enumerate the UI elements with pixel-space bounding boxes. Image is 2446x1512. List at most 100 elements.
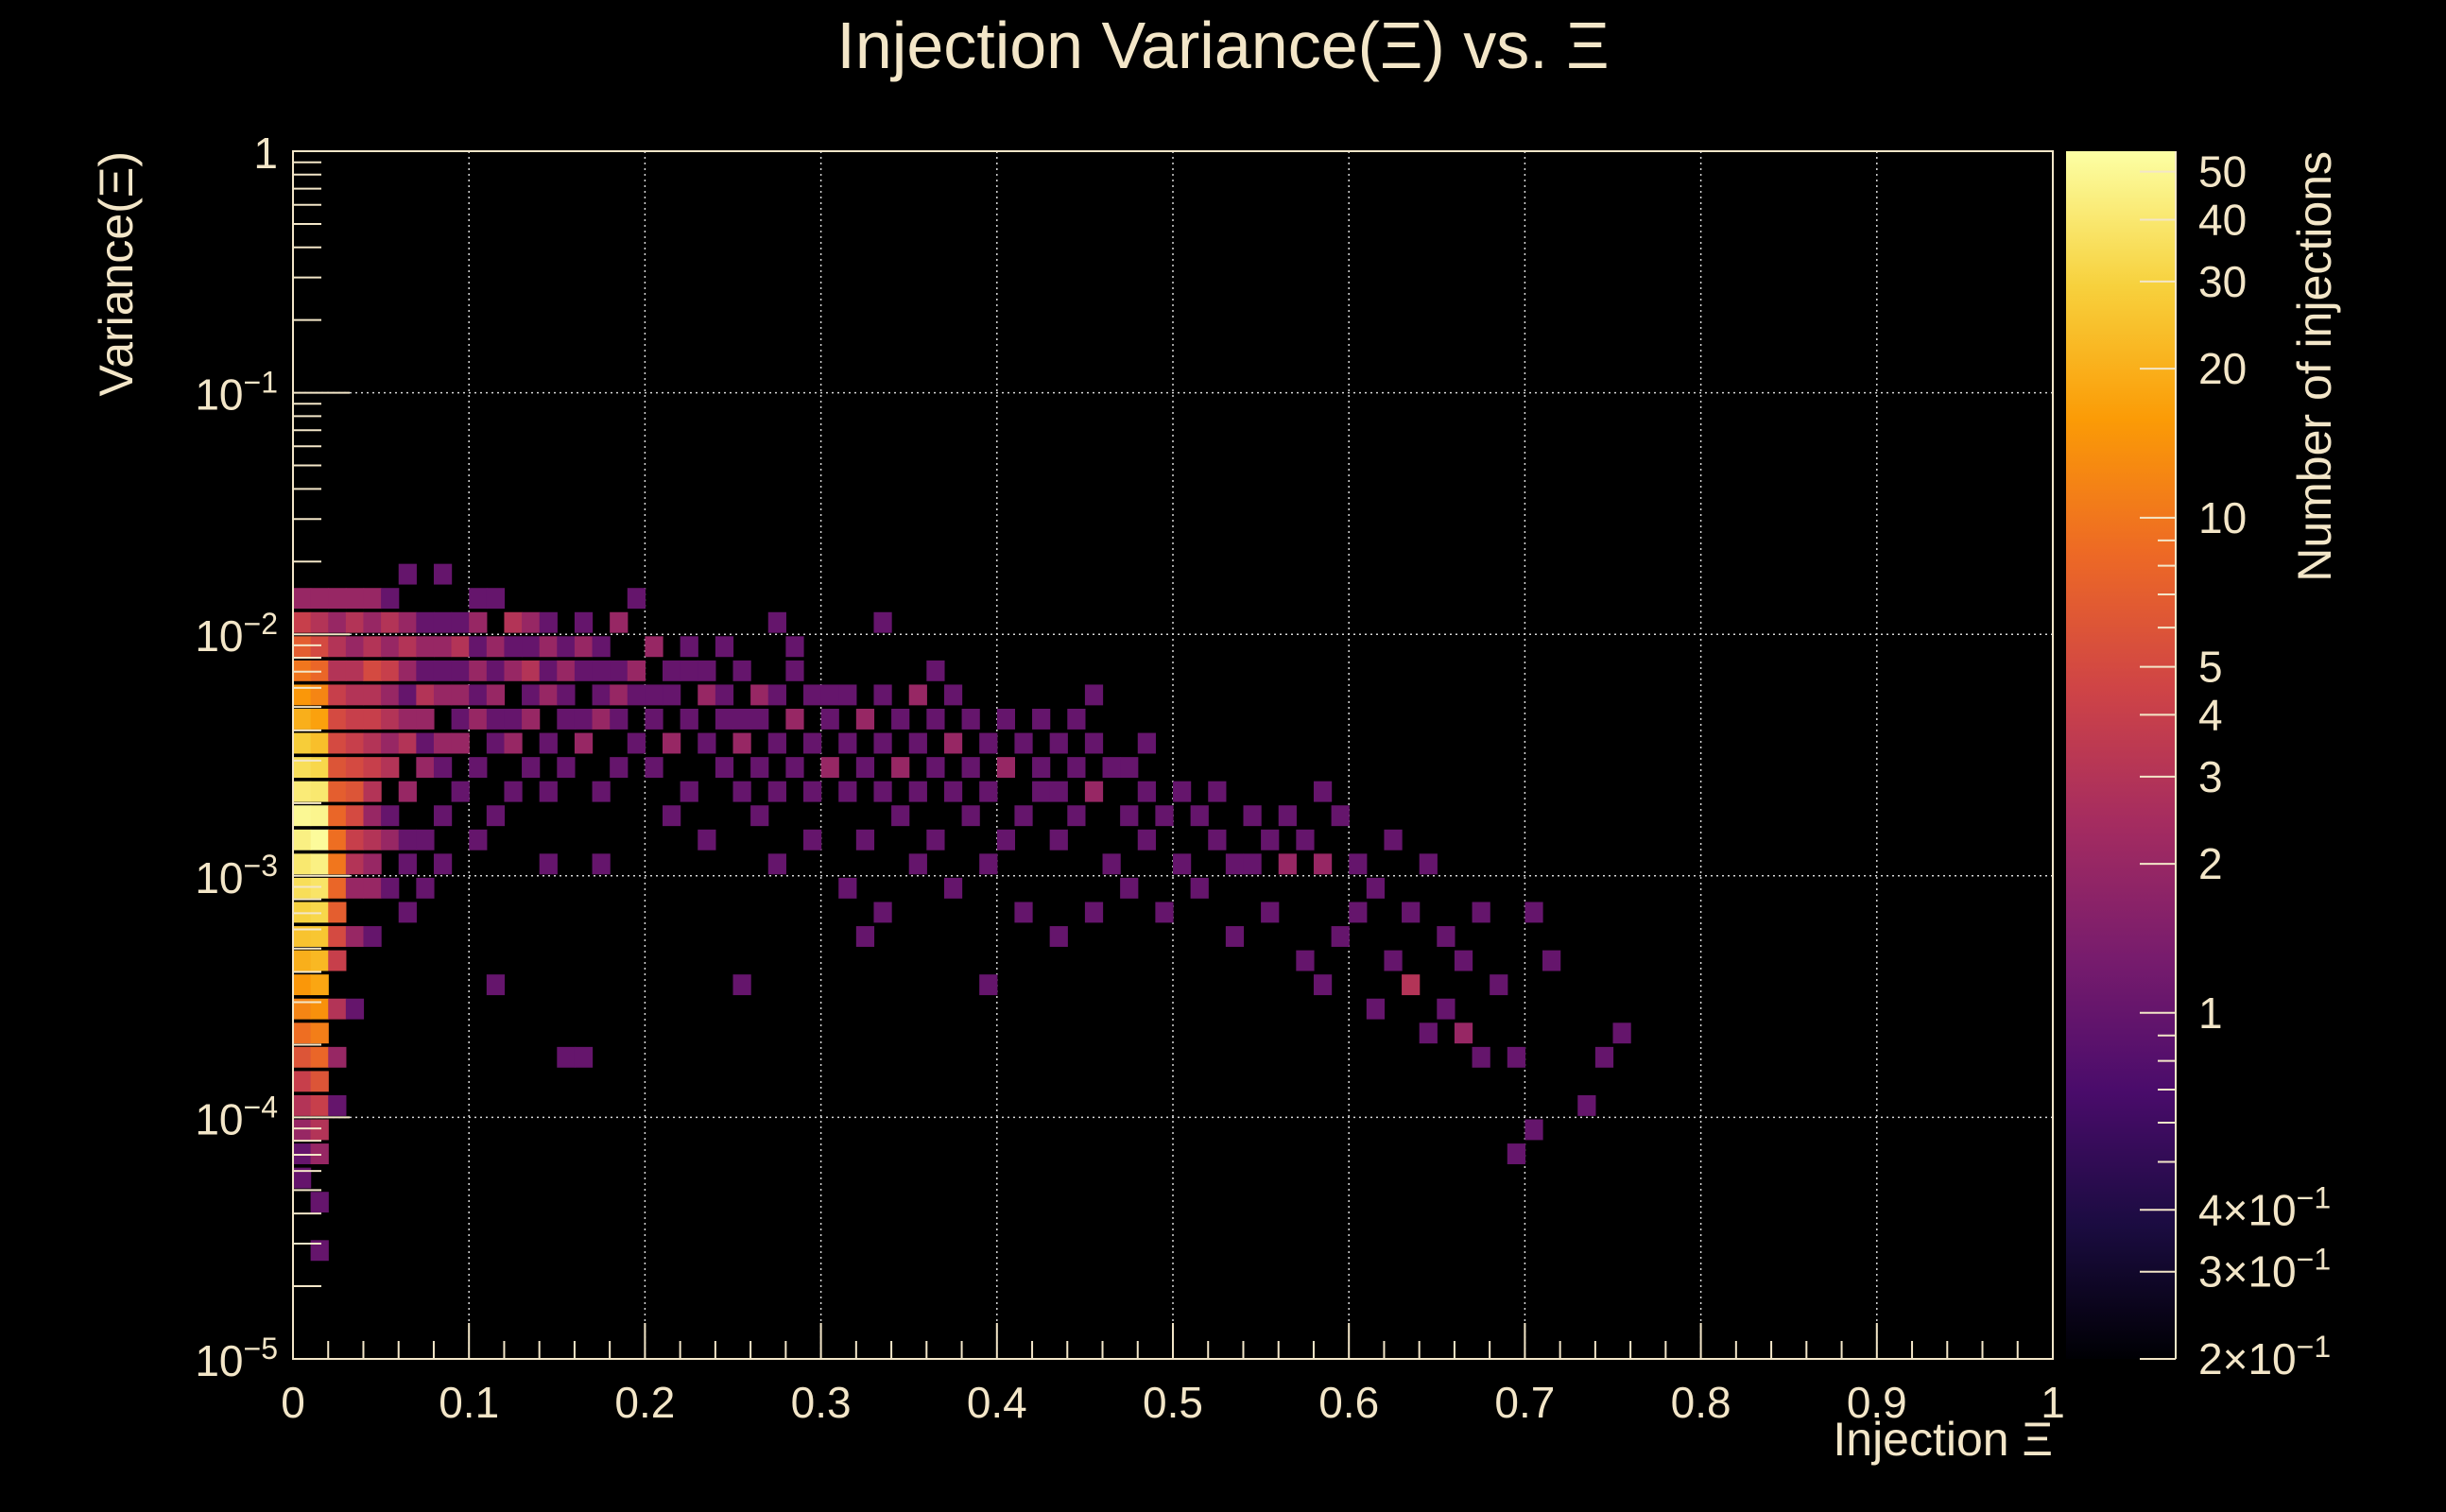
heatmap-cell [1472,1046,1490,1068]
heatmap-cell [715,709,734,730]
heatmap-cell [328,998,347,1020]
heatmap-cell [1261,902,1280,923]
heatmap-cell [1402,974,1421,996]
heatmap-cell [363,757,382,779]
heatmap-cell [469,709,488,730]
heatmap-cell [1278,805,1297,827]
heatmap-cell [1155,902,1174,923]
heatmap-cell [363,611,382,633]
heatmap-cell [1049,732,1068,754]
heatmap-cell [592,684,611,706]
heatmap-cell [310,709,329,730]
heatmap-cell [416,709,435,730]
heatmap-cell [926,709,945,730]
colorbar-tick-label: 40 [2198,195,2247,244]
heatmap-cell [1577,1094,1596,1116]
heatmap-cell [698,829,716,850]
heatmap-cell [645,684,663,706]
heatmap-cell [451,709,470,730]
heatmap-cell [926,757,945,779]
heatmap-cell [293,998,312,1020]
heatmap-cell [328,950,347,971]
heatmap-cell [539,636,558,658]
heatmap-cell [979,732,998,754]
heatmap-cell [310,926,329,947]
heatmap-cell [310,1046,329,1068]
heatmap-cell [345,829,365,850]
heatmap-cell [698,684,716,706]
heatmap-cell [328,926,347,947]
x-tick-label: 0.1 [439,1378,499,1427]
heatmap-cell [381,805,400,827]
heatmap-cell [381,611,400,633]
heatmap-cell [663,684,681,706]
heatmap-cell [293,1046,312,1068]
colorbar-tick-label: 1 [2198,988,2223,1038]
heatmap-cell [293,611,312,633]
heatmap-cell [504,611,523,633]
heatmap-cell [398,853,417,875]
heatmap-cell [328,1046,347,1068]
heatmap-cell [838,781,857,802]
heatmap-cell [961,757,980,779]
heatmap-cell [469,829,488,850]
heatmap-cell [293,1119,312,1141]
heatmap-cell [767,853,786,875]
heatmap-cell [1296,950,1315,971]
heatmap-cell [802,829,822,850]
heatmap-cell [557,636,576,658]
heatmap-cell [1067,709,1086,730]
heatmap-cell [1542,950,1561,971]
heatmap-cell [381,732,400,754]
heatmap-cell [363,853,382,875]
heatmap-cell [310,636,329,658]
heatmap-cell [610,660,629,681]
heatmap-cell [574,709,594,730]
colorbar-tick-label: 4×10−1 [2198,1180,2331,1234]
heatmap-cell [539,781,558,802]
heatmap-cell [293,805,312,827]
heatmap-cell [820,709,839,730]
heatmap-cell [1067,805,1086,827]
heatmap-cell [1331,805,1350,827]
heatmap-cell [345,853,365,875]
heatmap-cell [1225,926,1245,947]
heatmap-cell [592,853,611,875]
heatmap-cell [1049,926,1068,947]
heatmap-cell [539,684,558,706]
heatmap-cell [433,684,453,706]
heatmap-cell [293,781,312,802]
heatmap-cell [345,805,365,827]
heatmap-cell [1278,853,1297,875]
heatmap-cell [416,829,435,850]
heatmap-cell [328,636,347,658]
heatmap-cell [1313,974,1333,996]
heatmap-cell [469,588,488,610]
heatmap-cell [574,611,594,633]
heatmap-cell [1437,998,1456,1020]
heatmap-cell [293,853,312,875]
heatmap-cell [310,1119,329,1141]
heatmap-cell [398,636,417,658]
heatmap-cell [328,709,347,730]
heatmap-cell [592,636,611,658]
heatmap-cell [293,974,312,996]
heatmap-cell [345,998,365,1020]
heatmap-cell [1296,829,1315,850]
x-tick-label: 1 [2041,1378,2065,1427]
heatmap-cell [943,781,963,802]
heatmap-cell [293,1071,312,1092]
heatmap-cell [345,781,365,802]
heatmap-cell [785,636,804,658]
heatmap-cell [627,684,646,706]
heatmap-cell [1120,757,1139,779]
heatmap-cell [416,660,435,681]
colorbar-tick-label: 2×10−1 [2198,1330,2331,1383]
heatmap-cell [1084,902,1104,923]
heatmap-cell [398,709,417,730]
heatmap-cell [1507,1143,1525,1164]
y-tick-label: 10−2 [195,607,278,661]
heatmap-cell [891,709,910,730]
heatmap-cell [961,805,980,827]
heatmap-cell [381,660,400,681]
